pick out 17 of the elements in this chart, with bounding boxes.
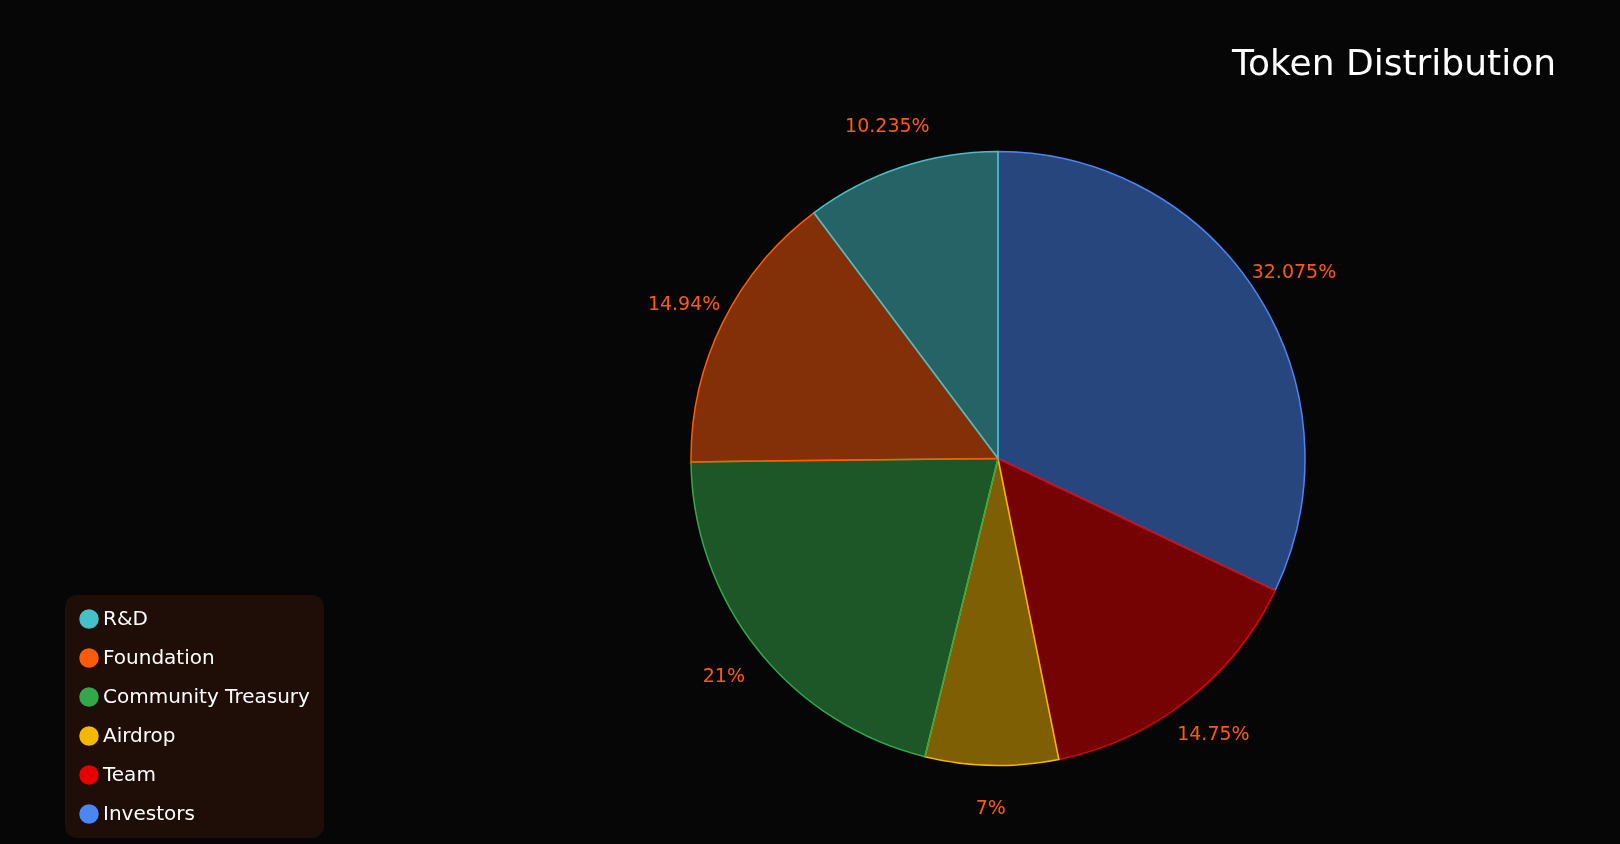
data-label: 14.75%	[1177, 722, 1250, 745]
legend-label: Community Treasury	[103, 684, 311, 708]
legend-label: R&D	[103, 606, 148, 630]
legend-label: Investors	[103, 801, 195, 825]
data-label: 14.94%	[647, 291, 721, 314]
chart-title: Token Distribution	[1231, 42, 1556, 83]
data-label: 7%	[975, 796, 1006, 819]
data-label: 21%	[702, 664, 745, 687]
pie-slice	[813, 150, 999, 460]
pie-slice	[924, 457, 1060, 767]
pie-slice	[997, 457, 1276, 761]
legend-label: Airdrop	[103, 723, 176, 747]
legend-label: Team	[102, 762, 156, 786]
data-label: 32.075%	[1251, 259, 1337, 282]
legend-label: Foundation	[103, 645, 215, 669]
data-label: 10.235%	[845, 114, 930, 137]
pie-slice	[690, 457, 999, 758]
